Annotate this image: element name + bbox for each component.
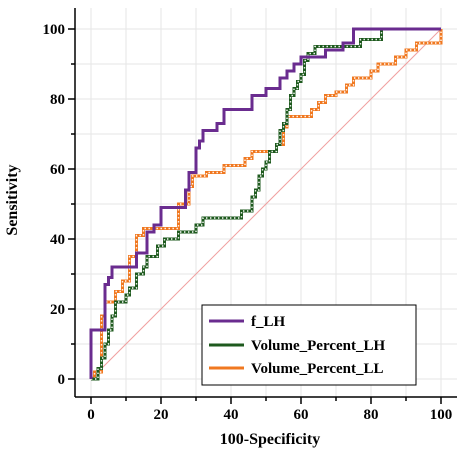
y-tick-label: 0 xyxy=(58,372,66,388)
y-tick-label: 60 xyxy=(50,162,65,178)
x-tick-label: 100 xyxy=(430,407,453,423)
y-tick-label: 80 xyxy=(50,92,65,108)
series-markers-volume-percent-ll xyxy=(91,29,442,380)
legend-label-volume-percent-lh: Volume_Percent_LH xyxy=(251,338,385,354)
y-tick-label: 40 xyxy=(50,232,65,248)
reference-line xyxy=(90,28,442,380)
x-tick-label: 20 xyxy=(154,407,169,423)
series-line-f-lh xyxy=(89,27,441,379)
x-axis-title: 100-Specificity xyxy=(220,431,320,448)
legend: f_LH Volume_Percent_LH Volume_Percent_LL xyxy=(201,304,417,386)
legend-label-volume-percent-ll: Volume_Percent_LL xyxy=(251,361,384,377)
x-tick-label: 40 xyxy=(224,407,239,423)
series-lines xyxy=(89,27,443,381)
x-tick-label: 80 xyxy=(364,407,379,423)
y-tick-label: 100 xyxy=(43,22,66,38)
y-tick-label: 20 xyxy=(50,302,65,318)
series-markers-volume-percent-lh xyxy=(91,28,441,380)
reference-diagonal xyxy=(90,28,442,380)
tick-labels: 0 20 40 60 80 100 0 20 40 60 80 100 xyxy=(43,22,453,423)
axes xyxy=(68,8,457,404)
y-axis-title: Sensitivity xyxy=(4,164,21,235)
x-tick-label: 60 xyxy=(294,407,309,423)
x-tick-label: 0 xyxy=(87,407,95,423)
legend-label-f-lh: f_LH xyxy=(251,314,286,330)
